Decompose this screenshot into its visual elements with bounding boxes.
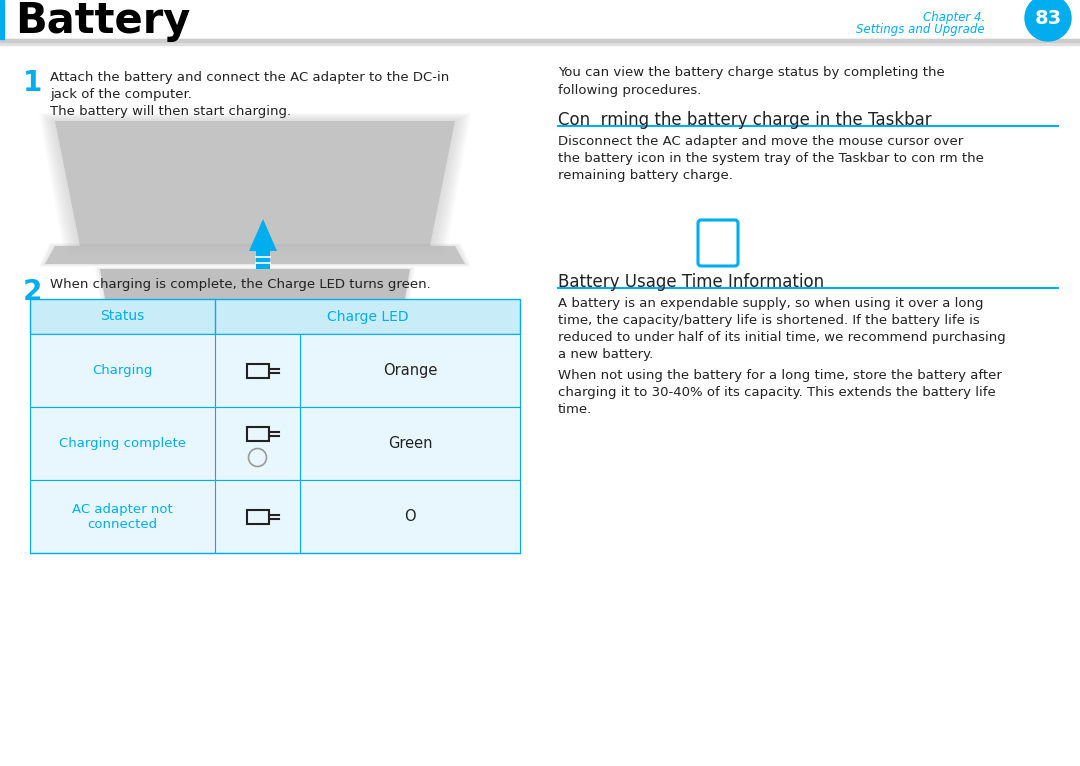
Polygon shape <box>43 245 467 265</box>
Text: time, the capacity/battery life is shortened. If the battery life is: time, the capacity/battery life is short… <box>558 314 980 327</box>
Polygon shape <box>41 114 469 253</box>
Text: You can view the battery charge status by completing the: You can view the battery charge status b… <box>558 66 945 79</box>
Text: time.: time. <box>558 403 592 416</box>
Polygon shape <box>42 245 468 265</box>
Bar <box>30 480 519 553</box>
Text: Attach the battery and connect the AC adapter to the DC-in: Attach the battery and connect the AC ad… <box>50 71 449 84</box>
Text: following procedures.: following procedures. <box>558 84 701 97</box>
Text: Charge LED: Charge LED <box>326 309 408 323</box>
Polygon shape <box>49 118 461 249</box>
Text: remaining battery charge.: remaining battery charge. <box>558 169 733 182</box>
Polygon shape <box>256 251 270 269</box>
Polygon shape <box>39 113 471 254</box>
Bar <box>30 299 519 334</box>
Text: jack of the computer.: jack of the computer. <box>50 88 192 101</box>
Polygon shape <box>249 219 276 251</box>
FancyBboxPatch shape <box>698 220 738 266</box>
Text: 2: 2 <box>23 278 42 306</box>
Text: Settings and Upgrade: Settings and Upgrade <box>856 23 985 36</box>
Text: Charging complete: Charging complete <box>59 437 186 450</box>
Text: The battery will then start charging.: The battery will then start charging. <box>50 105 292 118</box>
Polygon shape <box>39 243 471 267</box>
Polygon shape <box>40 244 470 266</box>
Bar <box>246 509 269 523</box>
Polygon shape <box>44 246 465 264</box>
Polygon shape <box>55 121 455 246</box>
Text: 83: 83 <box>1035 8 1062 28</box>
Polygon shape <box>45 246 465 264</box>
Polygon shape <box>96 267 414 301</box>
Text: Charging: Charging <box>92 364 152 377</box>
Text: A battery is an expendable supply, so when using it over a long: A battery is an expendable supply, so wh… <box>558 297 984 310</box>
Polygon shape <box>51 119 459 248</box>
Polygon shape <box>45 116 465 251</box>
Text: the battery icon in the system tray of the Taskbar to con rm the: the battery icon in the system tray of t… <box>558 152 984 165</box>
Polygon shape <box>97 268 413 300</box>
Text: AC adapter not
connected: AC adapter not connected <box>72 502 173 531</box>
Bar <box>0 39 1080 42</box>
Polygon shape <box>41 244 469 266</box>
Polygon shape <box>48 117 463 250</box>
Circle shape <box>1025 0 1071 41</box>
Polygon shape <box>95 267 415 301</box>
Polygon shape <box>98 268 411 300</box>
Text: Battery: Battery <box>15 0 190 42</box>
Text: charging it to 30-40% of its capacity. This extends the battery life: charging it to 30-40% of its capacity. T… <box>558 386 996 399</box>
Polygon shape <box>100 269 410 299</box>
Polygon shape <box>99 269 411 299</box>
Text: When charging is complete, the Charge LED turns green.: When charging is complete, the Charge LE… <box>50 278 431 291</box>
Text: Disconnect the AC adapter and move the mouse cursor over: Disconnect the AC adapter and move the m… <box>558 135 963 148</box>
Text: Orange: Orange <box>382 363 437 378</box>
Text: a new battery.: a new battery. <box>558 348 653 361</box>
Text: reduced to under half of its initial time, we recommend purchasing: reduced to under half of its initial tim… <box>558 331 1005 344</box>
Bar <box>30 334 519 407</box>
Text: Chapter 4.: Chapter 4. <box>922 11 985 24</box>
Polygon shape <box>43 115 467 252</box>
Text: When not using the battery for a long time, store the battery after: When not using the battery for a long ti… <box>558 369 1002 382</box>
Text: Battery Usage Time Information: Battery Usage Time Information <box>558 273 824 291</box>
Text: Con  rming the battery charge in the Taskbar: Con rming the battery charge in the Task… <box>558 111 932 129</box>
Bar <box>30 407 519 480</box>
Bar <box>0 0 4 39</box>
Text: 1: 1 <box>23 69 42 97</box>
Polygon shape <box>53 120 457 247</box>
Text: Green: Green <box>388 436 432 451</box>
Text: Status: Status <box>100 309 145 323</box>
Bar <box>246 364 269 378</box>
Text: O: O <box>404 509 416 524</box>
Bar <box>246 427 269 440</box>
Bar <box>0 39 1080 45</box>
